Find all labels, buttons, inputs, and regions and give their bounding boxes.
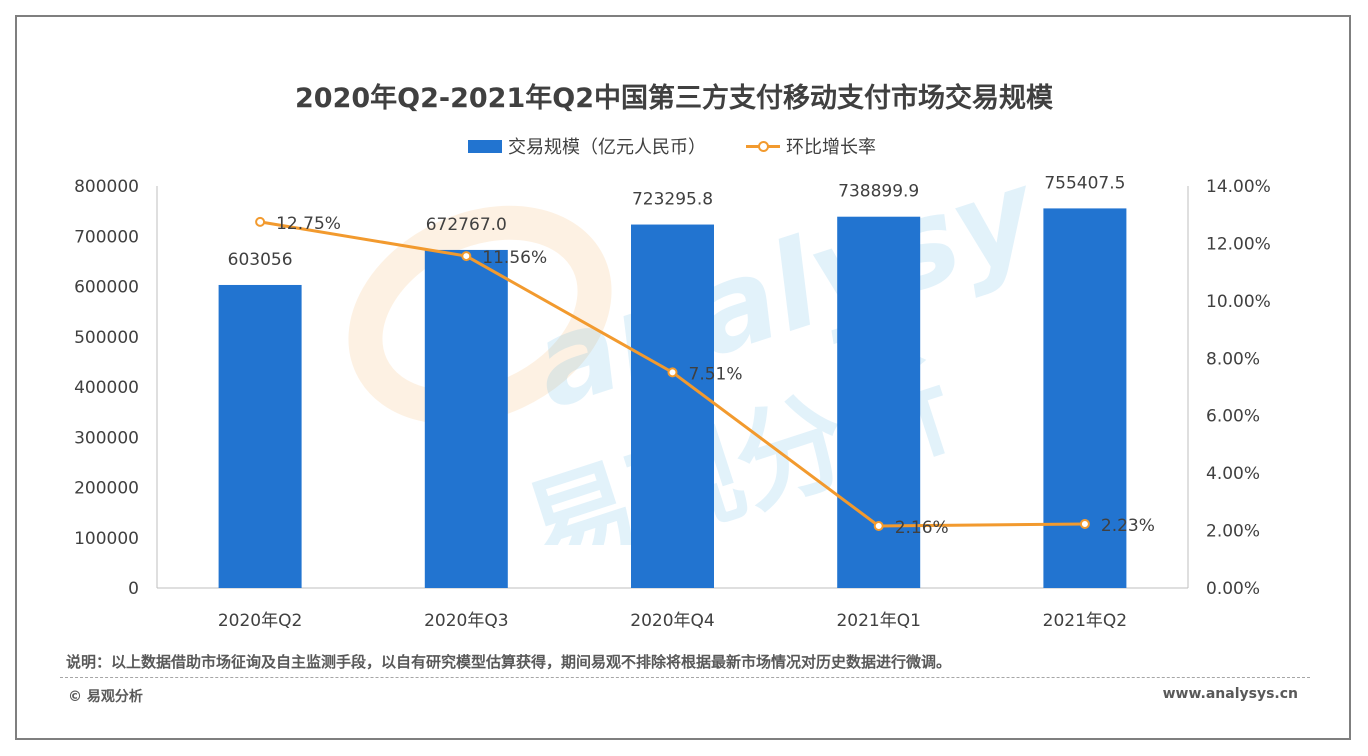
bar (631, 224, 714, 588)
legend-bar-swatch (468, 139, 502, 153)
x-tick-label: 2020年Q2 (218, 611, 302, 631)
y-right-tick-label: 10.00% (1206, 292, 1271, 312)
bar-value-label: 603056 (228, 250, 293, 270)
footer-divider (60, 677, 1310, 678)
y-left-tick-label: 800000 (74, 177, 139, 197)
y-right-tick-label: 12.00% (1206, 234, 1271, 254)
x-tick-label: 2021年Q1 (836, 611, 920, 631)
site-url: www.analysys.cn (1162, 686, 1298, 702)
y-left-tick-label: 600000 (74, 278, 139, 298)
chart-frame (15, 15, 1351, 740)
x-tick-label: 2021年Q2 (1043, 611, 1127, 631)
bar-value-label: 738899.9 (838, 182, 919, 202)
y-right-tick-label: 4.00% (1206, 464, 1260, 484)
x-tick-label: 2020年Q4 (630, 611, 714, 631)
y-left-tick-label: 0 (128, 579, 139, 599)
growth-point (255, 216, 266, 227)
bar-value-label: 672767.0 (426, 215, 507, 235)
y-left-tick-label: 700000 (74, 227, 139, 247)
growth-point (461, 251, 472, 262)
bar (424, 249, 508, 589)
legend-line-label: 环比增长率 (786, 137, 876, 158)
y-right-tick-label: 0.00% (1206, 579, 1260, 599)
y-left-tick-label: 100000 (74, 529, 139, 549)
growth-value-label: 2.23% (1101, 516, 1155, 536)
y-right-tick-label: 2.00% (1206, 522, 1260, 542)
legend-bar-label: 交易规模（亿元人民币） (508, 137, 706, 158)
growth-point (667, 367, 678, 378)
bar-value-label: 723295.8 (632, 190, 713, 210)
footnote: 说明：以上数据借助市场征询及自主监测手段，以自有研究模型估算获得，期间易观不排除… (66, 653, 952, 671)
chart-title: 2020年Q2-2021年Q2中国第三方支付移动支付市场交易规模 (295, 83, 1053, 114)
y-left-tick-label: 200000 (74, 479, 139, 499)
y-left-tick-label: 400000 (74, 378, 139, 398)
growth-value-label: 12.75% (276, 214, 341, 234)
y-left-tick-label: 500000 (74, 328, 139, 348)
x-tick-label: 2020年Q3 (424, 611, 508, 631)
growth-point (873, 520, 884, 531)
bar (218, 284, 302, 588)
copyright: © 易观分析 (68, 689, 143, 705)
chart-plot: 0 100000 200000 300000 400000 500000 600000 700… (74, 173, 1271, 631)
legend: 交易规模（亿元人民币） 环比增长率 (468, 134, 876, 158)
growth-value-label: 7.51% (689, 364, 743, 384)
y-right-tick-label: 6.00% (1206, 407, 1260, 427)
legend-line-swatch (746, 140, 780, 152)
y-right-tick-label: 8.00% (1206, 349, 1260, 369)
bar-value-label: 755407.5 (1044, 173, 1125, 193)
growth-point (1079, 518, 1090, 529)
growth-value-label: 11.56% (482, 248, 547, 268)
y-left-tick-label: 300000 (74, 428, 139, 448)
growth-value-label: 2.16% (895, 518, 949, 538)
y-right-tick-label: 14.00% (1206, 177, 1271, 197)
